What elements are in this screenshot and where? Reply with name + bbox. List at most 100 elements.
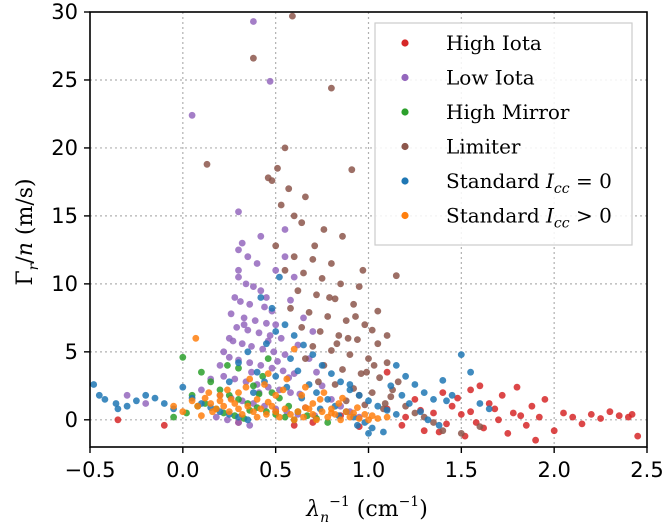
data-point: [244, 253, 252, 261]
data-point: [298, 324, 306, 331]
legend-entry: Standard Icc = 0: [446, 169, 612, 197]
legend-marker: [401, 211, 409, 220]
data-point: [348, 166, 356, 174]
data-point: [350, 300, 357, 308]
legend-marker: [401, 39, 409, 47]
data-point: [257, 287, 265, 295]
data-point: [188, 111, 196, 119]
data-point: [276, 273, 283, 281]
data-point: [328, 260, 335, 267]
data-point: [209, 408, 216, 416]
data-point: [337, 378, 344, 386]
data-point: [237, 298, 244, 305]
data-point: [354, 421, 361, 429]
data-point: [443, 397, 450, 405]
legend-frame: [374, 22, 633, 246]
data-point: [281, 351, 289, 358]
data-point: [263, 294, 270, 301]
data-point: [277, 334, 285, 342]
data-point: [498, 391, 506, 399]
series-3: [203, 12, 484, 437]
data-point: [250, 283, 257, 290]
data-point: [248, 343, 255, 350]
data-point: [101, 396, 109, 403]
data-point: [287, 355, 294, 362]
data-point: [550, 427, 558, 435]
data-point: [270, 348, 278, 356]
data-point: [328, 370, 335, 377]
data-point: [279, 367, 287, 375]
series-1: [123, 18, 363, 429]
data-point: [225, 334, 233, 342]
data-point: [244, 326, 252, 334]
data-point: [235, 246, 242, 254]
data-point: [281, 226, 289, 233]
legend-marker: [401, 108, 409, 116]
data-point: [342, 317, 350, 324]
axis-ticks: [84, 11, 648, 453]
data-point: [272, 391, 280, 399]
data-point: [216, 397, 224, 405]
data-point: [281, 405, 289, 413]
data-point: [151, 394, 159, 402]
data-point: [331, 295, 339, 303]
data-point: [220, 402, 228, 410]
data-point: [313, 291, 320, 299]
data-point: [272, 372, 280, 380]
y-tick-label: 10: [51, 272, 78, 296]
data-point: [374, 340, 382, 348]
data-point: [238, 411, 246, 418]
data-point: [374, 402, 382, 410]
data-point: [402, 372, 409, 380]
data-point: [272, 266, 280, 274]
data-point: [253, 413, 261, 421]
data-point: [231, 294, 239, 301]
data-point: [383, 406, 391, 414]
data-point: [276, 413, 283, 421]
data-point: [114, 405, 122, 413]
data-point: [313, 416, 320, 424]
data-point: [194, 402, 202, 410]
data-point: [123, 391, 131, 399]
data-point: [281, 266, 289, 274]
data-point: [411, 396, 419, 403]
data-point: [253, 368, 261, 376]
legend: High Iota Low Iota High Mirror Limiter Stand…: [374, 22, 633, 246]
data-point: [495, 416, 502, 424]
data-point: [424, 416, 432, 424]
data-point: [261, 303, 268, 311]
data-point: [251, 317, 259, 324]
data-point: [268, 304, 276, 312]
x-tick-labels: −0.5 0.0 0.5 1.0 1.5 2.0 2.5: [65, 458, 664, 482]
data-point: [285, 185, 293, 193]
data-point: [355, 391, 363, 399]
data-point: [628, 411, 636, 418]
data-point: [380, 428, 387, 436]
data-point: [485, 405, 493, 413]
data-point: [290, 212, 298, 220]
data-point: [272, 328, 280, 335]
legend-entry: Low Iota: [446, 66, 535, 90]
data-point: [294, 287, 302, 295]
data-point: [300, 314, 307, 322]
data-point: [587, 411, 595, 418]
data-point: [333, 340, 341, 348]
data-point: [259, 372, 267, 380]
data-point: [361, 411, 369, 418]
data-point: [634, 432, 642, 440]
data-point: [220, 348, 228, 356]
data-point: [283, 375, 291, 383]
data-point: [250, 408, 257, 416]
data-point: [235, 389, 242, 396]
data-point: [411, 409, 419, 417]
data-point: [257, 294, 265, 301]
data-point: [300, 341, 307, 349]
data-point: [509, 409, 517, 417]
data-point: [255, 390, 263, 398]
data-point: [339, 366, 346, 373]
data-point: [606, 408, 614, 416]
data-point: [90, 381, 98, 388]
series-5: [170, 334, 391, 424]
data-point: [309, 351, 317, 358]
data-point: [207, 378, 215, 386]
